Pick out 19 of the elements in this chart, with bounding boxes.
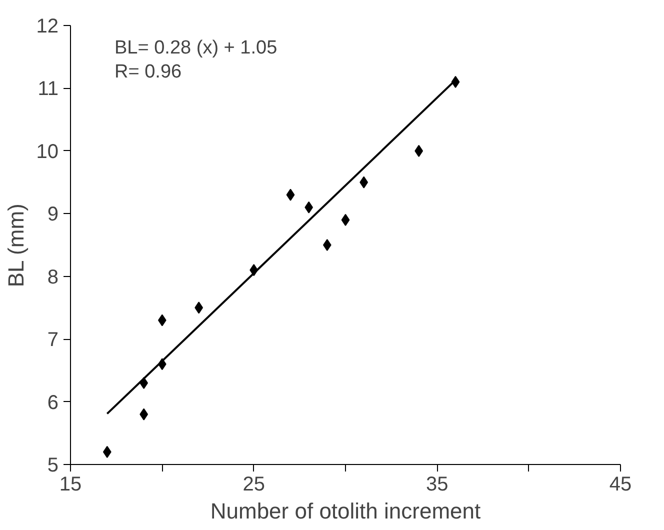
x-tick-label: 45 xyxy=(609,474,632,496)
x-tick-label: 15 xyxy=(59,474,82,496)
y-tick-label: 5 xyxy=(47,454,58,476)
point xyxy=(286,188,295,201)
point xyxy=(323,239,332,251)
y-tick-label: 8 xyxy=(47,266,58,288)
x-axis-title: Number of otolith increment xyxy=(210,498,481,524)
x-tick-label: 25 xyxy=(242,474,265,496)
y-tick-label: 7 xyxy=(47,329,58,352)
y-tick-label: 12 xyxy=(36,16,59,38)
annotation: R= 0.96 xyxy=(114,62,182,83)
point xyxy=(341,214,350,226)
y-tick-label: 9 xyxy=(47,204,58,226)
y-axis-title: BL (mm) xyxy=(3,204,28,288)
y-tick-label: 6 xyxy=(47,392,58,414)
annotation: BL= 0.28 (x) + 1.05 xyxy=(114,37,278,58)
y-tick-label: 11 xyxy=(38,78,59,100)
x-tick-label: 35 xyxy=(426,474,448,496)
y-tick-label: 10 xyxy=(36,140,59,163)
